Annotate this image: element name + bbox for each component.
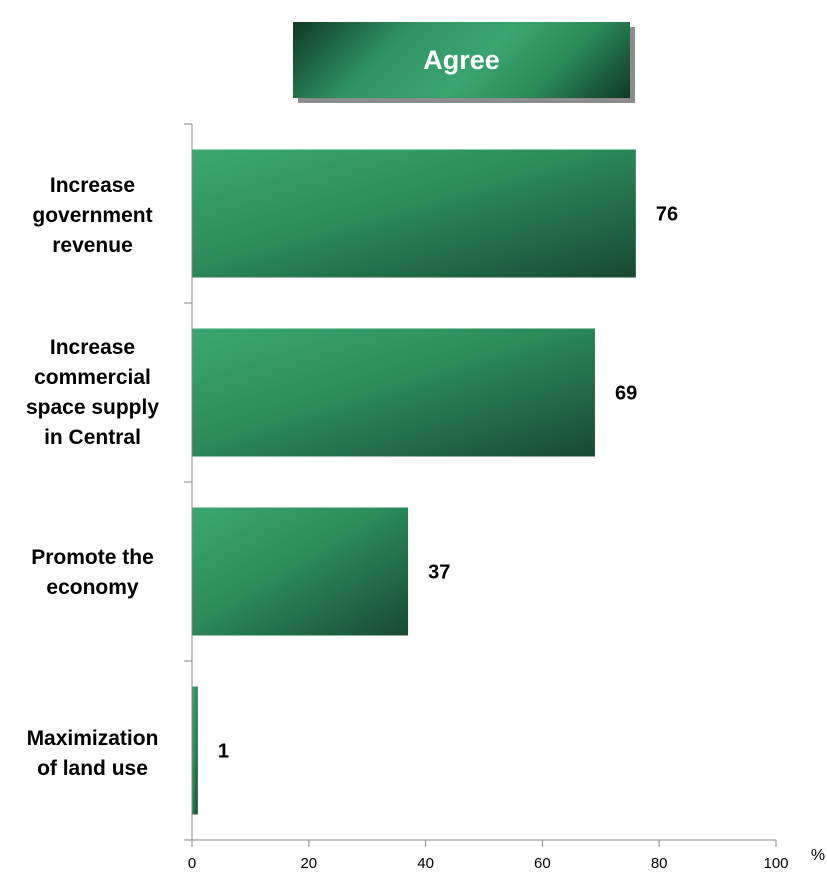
x-tick-label-40: 40 (417, 855, 434, 872)
x-tick-label-0: 0 (188, 855, 196, 872)
data-label-2: 69 (615, 383, 637, 405)
category-label-2: Increase commercial space supply in Cent… (25, 336, 160, 449)
x-axis-unit: % (811, 847, 825, 864)
data-label-4: 1 (218, 741, 229, 763)
category-label-3: Promote the economy (31, 546, 154, 599)
x-tick-label-60: 60 (534, 855, 551, 872)
bar-1 (192, 149, 636, 278)
bar-4 (192, 686, 198, 815)
data-label-3: 37 (428, 562, 450, 584)
x-tick-label-100: 100 (763, 855, 788, 872)
x-tick-label-80: 80 (651, 855, 668, 872)
data-label-1: 76 (656, 204, 678, 226)
category-label-4: Maximization of land use (26, 727, 159, 780)
legend-label-agree: Agree (423, 44, 500, 75)
bar-3 (192, 507, 409, 636)
bar-2 (192, 328, 595, 457)
legend: Agree (293, 22, 630, 98)
category-label-1: Increase government revenue (32, 174, 153, 257)
x-tick-label-20: 20 (300, 855, 317, 872)
